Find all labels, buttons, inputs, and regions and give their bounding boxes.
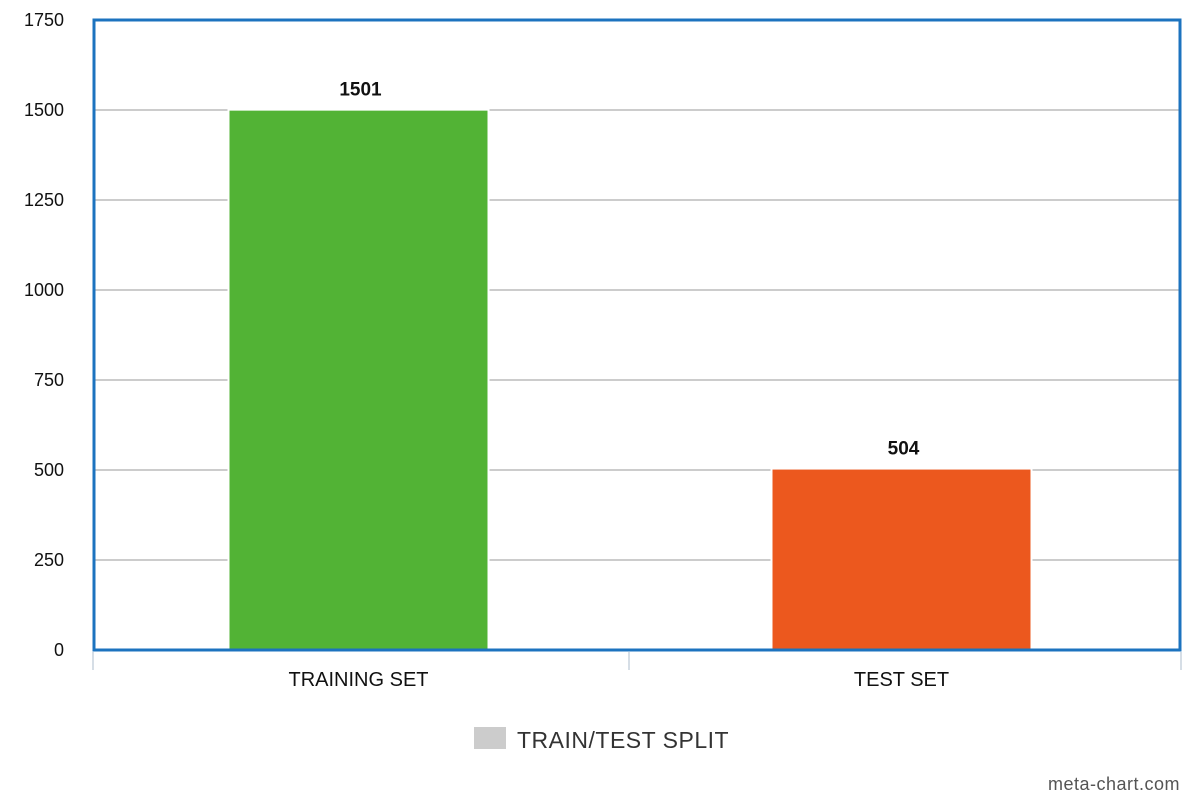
y-tick-label: 0 bbox=[54, 640, 64, 660]
legend-label: TRAIN/TEST SPLIT bbox=[517, 727, 729, 753]
x-tick-label: TEST SET bbox=[854, 669, 949, 691]
y-tick-label: 1250 bbox=[24, 190, 64, 210]
bars bbox=[227, 108, 1033, 651]
watermark: meta-chart.com bbox=[1048, 774, 1180, 794]
bar bbox=[227, 108, 490, 651]
plot-border bbox=[92, 18, 1182, 652]
legend: TRAIN/TEST SPLIT bbox=[474, 727, 729, 753]
data-labels: 1501 504 bbox=[339, 80, 919, 460]
y-tick-label: 1500 bbox=[24, 100, 64, 120]
y-tick-label: 250 bbox=[34, 550, 64, 570]
y-tick-label: 1000 bbox=[24, 280, 64, 300]
data-label: 504 bbox=[888, 439, 920, 460]
y-tick-label: 500 bbox=[34, 460, 64, 480]
plot-frame bbox=[92, 18, 1182, 652]
y-axis: 0 250 500 750 1000 1250 1500 1750 bbox=[24, 10, 64, 660]
x-axis: TRAINING SET TEST SET bbox=[92, 652, 1182, 691]
y-tick-label: 1750 bbox=[24, 10, 64, 30]
y-tick-label: 750 bbox=[34, 370, 64, 390]
legend-swatch bbox=[474, 727, 506, 749]
data-label: 1501 bbox=[339, 80, 382, 101]
x-tick-label: TRAINING SET bbox=[288, 669, 428, 691]
bar bbox=[770, 467, 1033, 651]
